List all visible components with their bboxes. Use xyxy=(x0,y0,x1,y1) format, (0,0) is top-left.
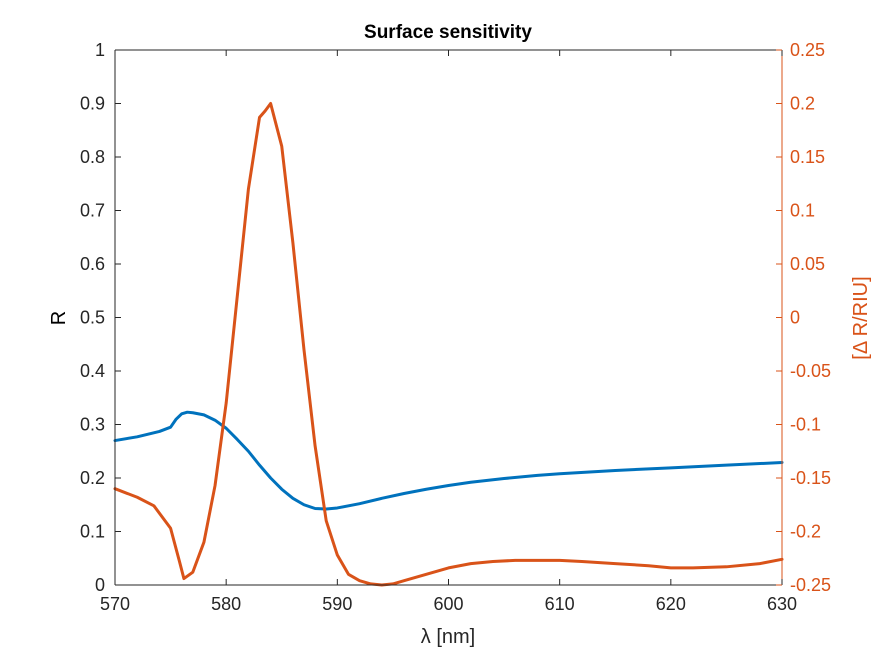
y-right-tick-label: -0.25 xyxy=(790,575,831,595)
y-right-tick-label: -0.15 xyxy=(790,468,831,488)
y-right-tick-label: -0.1 xyxy=(790,415,821,435)
x-tick-label: 630 xyxy=(767,594,797,614)
x-axis-label: λ [nm] xyxy=(421,626,475,648)
x-tick-label: 600 xyxy=(433,594,463,614)
x-tick-label: 620 xyxy=(656,594,686,614)
plot-area xyxy=(115,50,782,585)
y-left-tick-label: 0.3 xyxy=(80,415,105,435)
chart-title: Surface sensitivity xyxy=(364,22,532,43)
x-tick-label: 590 xyxy=(322,594,352,614)
x-tick-label: 610 xyxy=(545,594,575,614)
y-left-tick-label: 0.2 xyxy=(80,468,105,488)
y-right-tick-label: 0.1 xyxy=(790,201,815,221)
y-right-tick-label: -0.05 xyxy=(790,361,831,381)
y-left-tick-label: 0.9 xyxy=(80,94,105,114)
series-line-right xyxy=(113,102,784,587)
tick-layer: 570 580 590 600 610 620 630 0 0.1 0.2 0.3 0.4 0.5 0.6… xyxy=(80,40,831,614)
y-left-tick-label: 0.1 xyxy=(80,522,105,542)
y-axis-label-left: R xyxy=(48,311,70,325)
y-right-tick-label: 0.25 xyxy=(790,40,825,60)
x-tick-label: 570 xyxy=(100,594,130,614)
y-left-tick-label: 1 xyxy=(95,40,105,60)
x-tick-label: 580 xyxy=(211,594,241,614)
y-right-tick-label: 0 xyxy=(790,308,800,328)
series-line-left xyxy=(113,410,784,511)
y-right-tick-label: 0.2 xyxy=(790,94,815,114)
y-left-tick-label: 0.6 xyxy=(80,254,105,274)
y-left-tick-label: 0.7 xyxy=(80,201,105,221)
y-left-tick-label: 0 xyxy=(95,575,105,595)
y-axis-label-right: [Δ R/RIU] xyxy=(850,276,872,359)
y-left-tick-label: 0.4 xyxy=(80,361,105,381)
y-left-tick-label: 0.8 xyxy=(80,147,105,167)
y-right-tick-label: 0.15 xyxy=(790,147,825,167)
y-right-tick-label: -0.2 xyxy=(790,522,821,542)
series-layer xyxy=(113,102,784,587)
y-left-tick-label: 0.5 xyxy=(80,308,105,328)
y-right-tick-label: 0.05 xyxy=(790,254,825,274)
